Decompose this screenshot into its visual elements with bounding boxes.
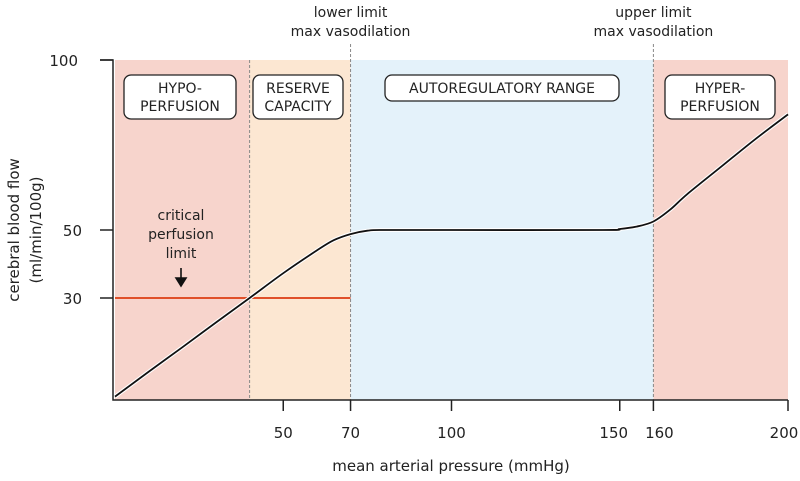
x-tick-label: 150 [599, 424, 628, 442]
marker-label: lower limit [314, 5, 388, 21]
series-line-0 [114, 113, 789, 398]
region-label: PERFUSION [140, 99, 220, 115]
region-label-box [252, 74, 344, 120]
x-tick-label: 70 [341, 424, 360, 442]
region-label: HYPER- [695, 81, 746, 97]
x-tick-label: 50 [274, 424, 293, 442]
y-axis-label: cerebral blood flow [5, 158, 23, 302]
marker-label: upper limit [615, 5, 692, 21]
region-label: CAPACITY [264, 99, 332, 115]
marker-label: max vasodilation [291, 24, 411, 40]
arrow-down-icon [174, 268, 188, 288]
y-tick-label: 30 [63, 290, 82, 308]
region-label: HYPO- [158, 81, 202, 97]
x-tick-label: 200 [770, 424, 799, 442]
marker-label: max vasodilation [594, 24, 714, 40]
x-tick-label: 100 [437, 424, 466, 442]
threshold-label: critical [158, 208, 205, 224]
x-tick-label: 160 [645, 424, 674, 442]
region-label: RESERVE [266, 81, 330, 97]
region-label: AUTOREGULATORY RANGE [409, 81, 595, 97]
y-axis-label: (ml/min/100g) [27, 176, 45, 283]
threshold-label: limit [166, 246, 197, 262]
region-label-box [664, 74, 776, 120]
threshold-label: perfusion [148, 227, 214, 243]
x-axis-label: mean arterial pressure (mmHg) [332, 457, 570, 475]
y-tick-label: 50 [63, 222, 82, 240]
region-label: PERFUSION [680, 99, 760, 115]
region-label-box [123, 74, 237, 120]
region-label-box [384, 74, 620, 102]
y-tick-label: 100 [49, 52, 78, 70]
